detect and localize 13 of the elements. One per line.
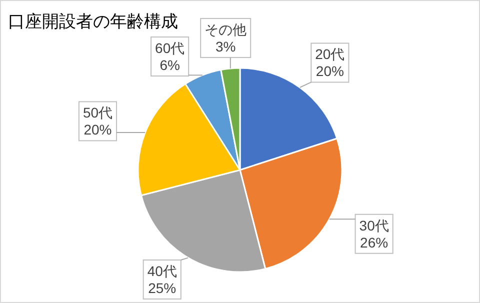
slice-label: 30代: [359, 217, 389, 234]
slice-label: その他: [204, 21, 247, 38]
chart-title: 口座開設者の年齢構成: [8, 12, 178, 31]
slice-label: 20代: [315, 46, 345, 62]
data-label: 26%: [360, 234, 388, 250]
slice-label: 40代: [147, 263, 177, 279]
data-label: 20%: [316, 63, 344, 80]
data-label: 6%: [160, 57, 180, 73]
data-label: 20%: [84, 122, 112, 138]
data-label: 3%: [215, 38, 236, 54]
data-label: 25%: [148, 280, 176, 296]
slice-label: 50代: [82, 104, 113, 121]
slice-label: 60代: [155, 40, 185, 56]
